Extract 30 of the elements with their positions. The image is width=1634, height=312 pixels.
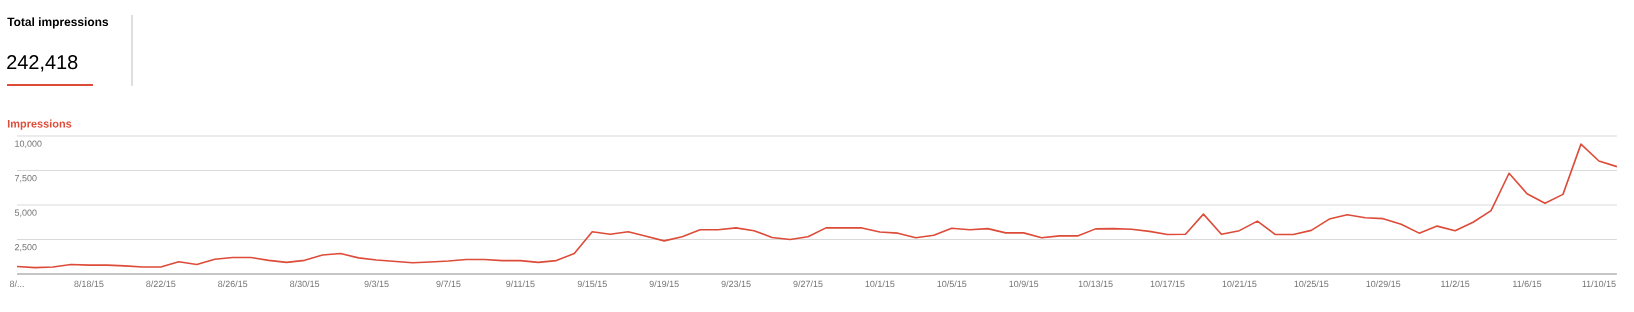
x-tick-label: 10/9/15: [1009, 280, 1039, 288]
x-tick-label: 8/22/15: [146, 280, 176, 288]
x-tick-label: 9/3/15: [364, 280, 389, 288]
x-tick-label: 9/19/15: [649, 280, 679, 288]
y-tick-label: 7,500: [14, 175, 37, 183]
x-tick-label: 9/23/15: [721, 280, 751, 288]
x-tick-label: 9/7/15: [436, 280, 461, 288]
x-tick-label: 8/26/15: [218, 280, 248, 288]
x-tick-label: 10/13/15: [1078, 280, 1113, 288]
y-tick-label: 10,000: [15, 140, 42, 148]
x-tick-label: 10/5/15: [937, 280, 967, 288]
x-tick-label: 11/6/15: [1513, 280, 1542, 288]
text: Impressions: [7, 119, 72, 130]
x-tick-label: 8/...: [9, 280, 24, 288]
y-tick-label: 2,500: [14, 244, 37, 252]
x-tick-label: 10/25/15: [1294, 280, 1329, 288]
y-tick-label: 5,000: [14, 209, 37, 217]
x-tick-label: 8/30/15: [290, 280, 320, 288]
x-tick-label: 9/11/15: [506, 280, 535, 288]
x-tick-label: 10/17/15: [1150, 280, 1185, 288]
x-tick-label: 10/1/15: [865, 280, 895, 288]
x-tick-label: 10/29/15: [1366, 280, 1401, 288]
chart-subtitle: 242,418: [7, 55, 78, 72]
x-tick-label: 8/18/15: [74, 280, 104, 288]
x-tick-label: 9/27/15: [793, 280, 823, 288]
x-tick-label: 11/2/15: [1441, 280, 1470, 288]
x-tick-label: 11/10/15: [1582, 280, 1616, 288]
chart-title: Total impressions: [7, 17, 109, 29]
x-tick-label: 10/21/15: [1222, 280, 1257, 288]
x-tick-label: 9/15/15: [577, 280, 607, 288]
